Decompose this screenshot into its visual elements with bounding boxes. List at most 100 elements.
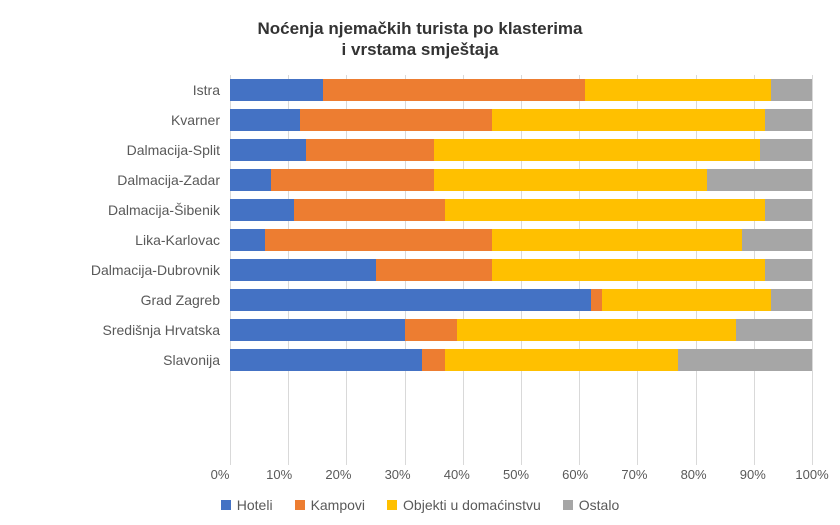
table-row: Slavonija [28, 345, 812, 375]
x-tick: 10% [266, 467, 292, 482]
bar-track [230, 165, 812, 195]
bar-segment-ostalo [678, 349, 812, 371]
x-tick: 80% [681, 467, 707, 482]
bar-segment-ostalo [742, 229, 812, 251]
bar-segment-ostalo [707, 169, 812, 191]
table-row: Dalmacija-Dubrovnik [28, 255, 812, 285]
stacked-bar [230, 79, 812, 101]
legend-item-objekti: Objekti u domaćinstvu [387, 497, 541, 513]
bar-segment-ostalo [736, 319, 812, 341]
stacked-bar [230, 139, 812, 161]
bar-segment-objekti [445, 349, 678, 371]
stacked-bar [230, 199, 812, 221]
table-row: Lika-Karlovac [28, 225, 812, 255]
table-row: Dalmacija-Zadar [28, 165, 812, 195]
x-tick: 70% [621, 467, 647, 482]
legend-label: Objekti u domaćinstvu [403, 497, 541, 513]
bar-segment-hoteli [230, 79, 323, 101]
legend: Hoteli Kampovi Objekti u domaćinstvu Ostalo [28, 491, 812, 513]
bar-track [230, 225, 812, 255]
bar-segment-objekti [434, 139, 760, 161]
bar-segment-objekti [602, 289, 771, 311]
legend-label: Hoteli [237, 497, 273, 513]
category-label: Istra [28, 82, 230, 98]
legend-swatch [295, 500, 305, 510]
bar-segment-kampovi [306, 139, 434, 161]
legend-label: Kampovi [311, 497, 365, 513]
bar-segment-hoteli [230, 259, 376, 281]
stacked-bar [230, 349, 812, 371]
table-row: Središnja Hrvatska [28, 315, 812, 345]
bar-segment-kampovi [422, 349, 445, 371]
stacked-bar [230, 109, 812, 131]
bar-segment-ostalo [760, 139, 812, 161]
x-tick: 60% [562, 467, 588, 482]
legend-swatch [221, 500, 231, 510]
bar-segment-ostalo [771, 79, 812, 101]
bar-segment-objekti [445, 199, 765, 221]
legend-swatch [563, 500, 573, 510]
bar-segment-hoteli [230, 169, 271, 191]
category-label: Dalmacija-Zadar [28, 172, 230, 188]
bar-segment-objekti [457, 319, 736, 341]
bar-segment-kampovi [405, 319, 457, 341]
category-label: Dalmacija-Šibenik [28, 202, 230, 218]
bar-segment-hoteli [230, 289, 591, 311]
stacked-bar-chart: Noćenja njemačkih turista po klasterima … [0, 0, 840, 525]
chart-title-line1: Noćenja njemačkih turista po klasterima [257, 19, 582, 38]
x-tick: 20% [325, 467, 351, 482]
bar-segment-kampovi [376, 259, 492, 281]
legend-item-kampovi: Kampovi [295, 497, 365, 513]
table-row: Dalmacija-Šibenik [28, 195, 812, 225]
x-tick: 40% [444, 467, 470, 482]
bar-segment-hoteli [230, 319, 405, 341]
bar-track [230, 105, 812, 135]
x-tick: 30% [385, 467, 411, 482]
category-label: Slavonija [28, 352, 230, 368]
category-label: Središnja Hrvatska [28, 322, 230, 338]
legend-item-ostalo: Ostalo [563, 497, 619, 513]
bar-segment-kampovi [591, 289, 603, 311]
legend-item-hoteli: Hoteli [221, 497, 273, 513]
x-tick: 100% [795, 467, 828, 482]
plot: Istra Kvarner Dalmacija-Split Dalmacija-Zad… [28, 75, 812, 492]
stacked-bar [230, 289, 812, 311]
legend-swatch [387, 500, 397, 510]
bar-segment-ostalo [771, 289, 812, 311]
bar-segment-objekti [492, 259, 766, 281]
bar-segment-kampovi [294, 199, 445, 221]
bar-segment-hoteli [230, 199, 294, 221]
table-row: Dalmacija-Split [28, 135, 812, 165]
x-tick: 50% [503, 467, 529, 482]
category-label: Grad Zagreb [28, 292, 230, 308]
bar-segment-ostalo [765, 199, 812, 221]
bar-segment-hoteli [230, 139, 306, 161]
bar-track [230, 255, 812, 285]
bar-segment-objekti [492, 109, 766, 131]
bar-segment-hoteli [230, 109, 300, 131]
bar-segment-kampovi [323, 79, 585, 101]
x-tick: 90% [740, 467, 766, 482]
chart-title-line2: i vrstama smještaja [342, 40, 499, 59]
x-axis-ticks: 0%10%20%30%40%50%60%70%80%90%100% [220, 465, 812, 491]
category-label: Kvarner [28, 112, 230, 128]
gridline [812, 75, 813, 466]
category-label: Lika-Karlovac [28, 232, 230, 248]
bar-segment-objekti [434, 169, 708, 191]
bar-segment-hoteli [230, 229, 265, 251]
stacked-bar [230, 229, 812, 251]
table-row: Istra [28, 75, 812, 105]
bar-segment-kampovi [271, 169, 434, 191]
table-row: Grad Zagreb [28, 285, 812, 315]
bar-track [230, 285, 812, 315]
bar-segment-objekti [492, 229, 742, 251]
bar-track [230, 345, 812, 375]
bar-track [230, 75, 812, 105]
bar-segment-objekti [585, 79, 771, 101]
bar-segment-ostalo [765, 109, 812, 131]
bar-segment-ostalo [765, 259, 812, 281]
plot-area: Istra Kvarner Dalmacija-Split Dalmacija-Zad… [28, 75, 812, 466]
stacked-bar [230, 259, 812, 281]
category-label: Dalmacija-Dubrovnik [28, 262, 230, 278]
category-label: Dalmacija-Split [28, 142, 230, 158]
